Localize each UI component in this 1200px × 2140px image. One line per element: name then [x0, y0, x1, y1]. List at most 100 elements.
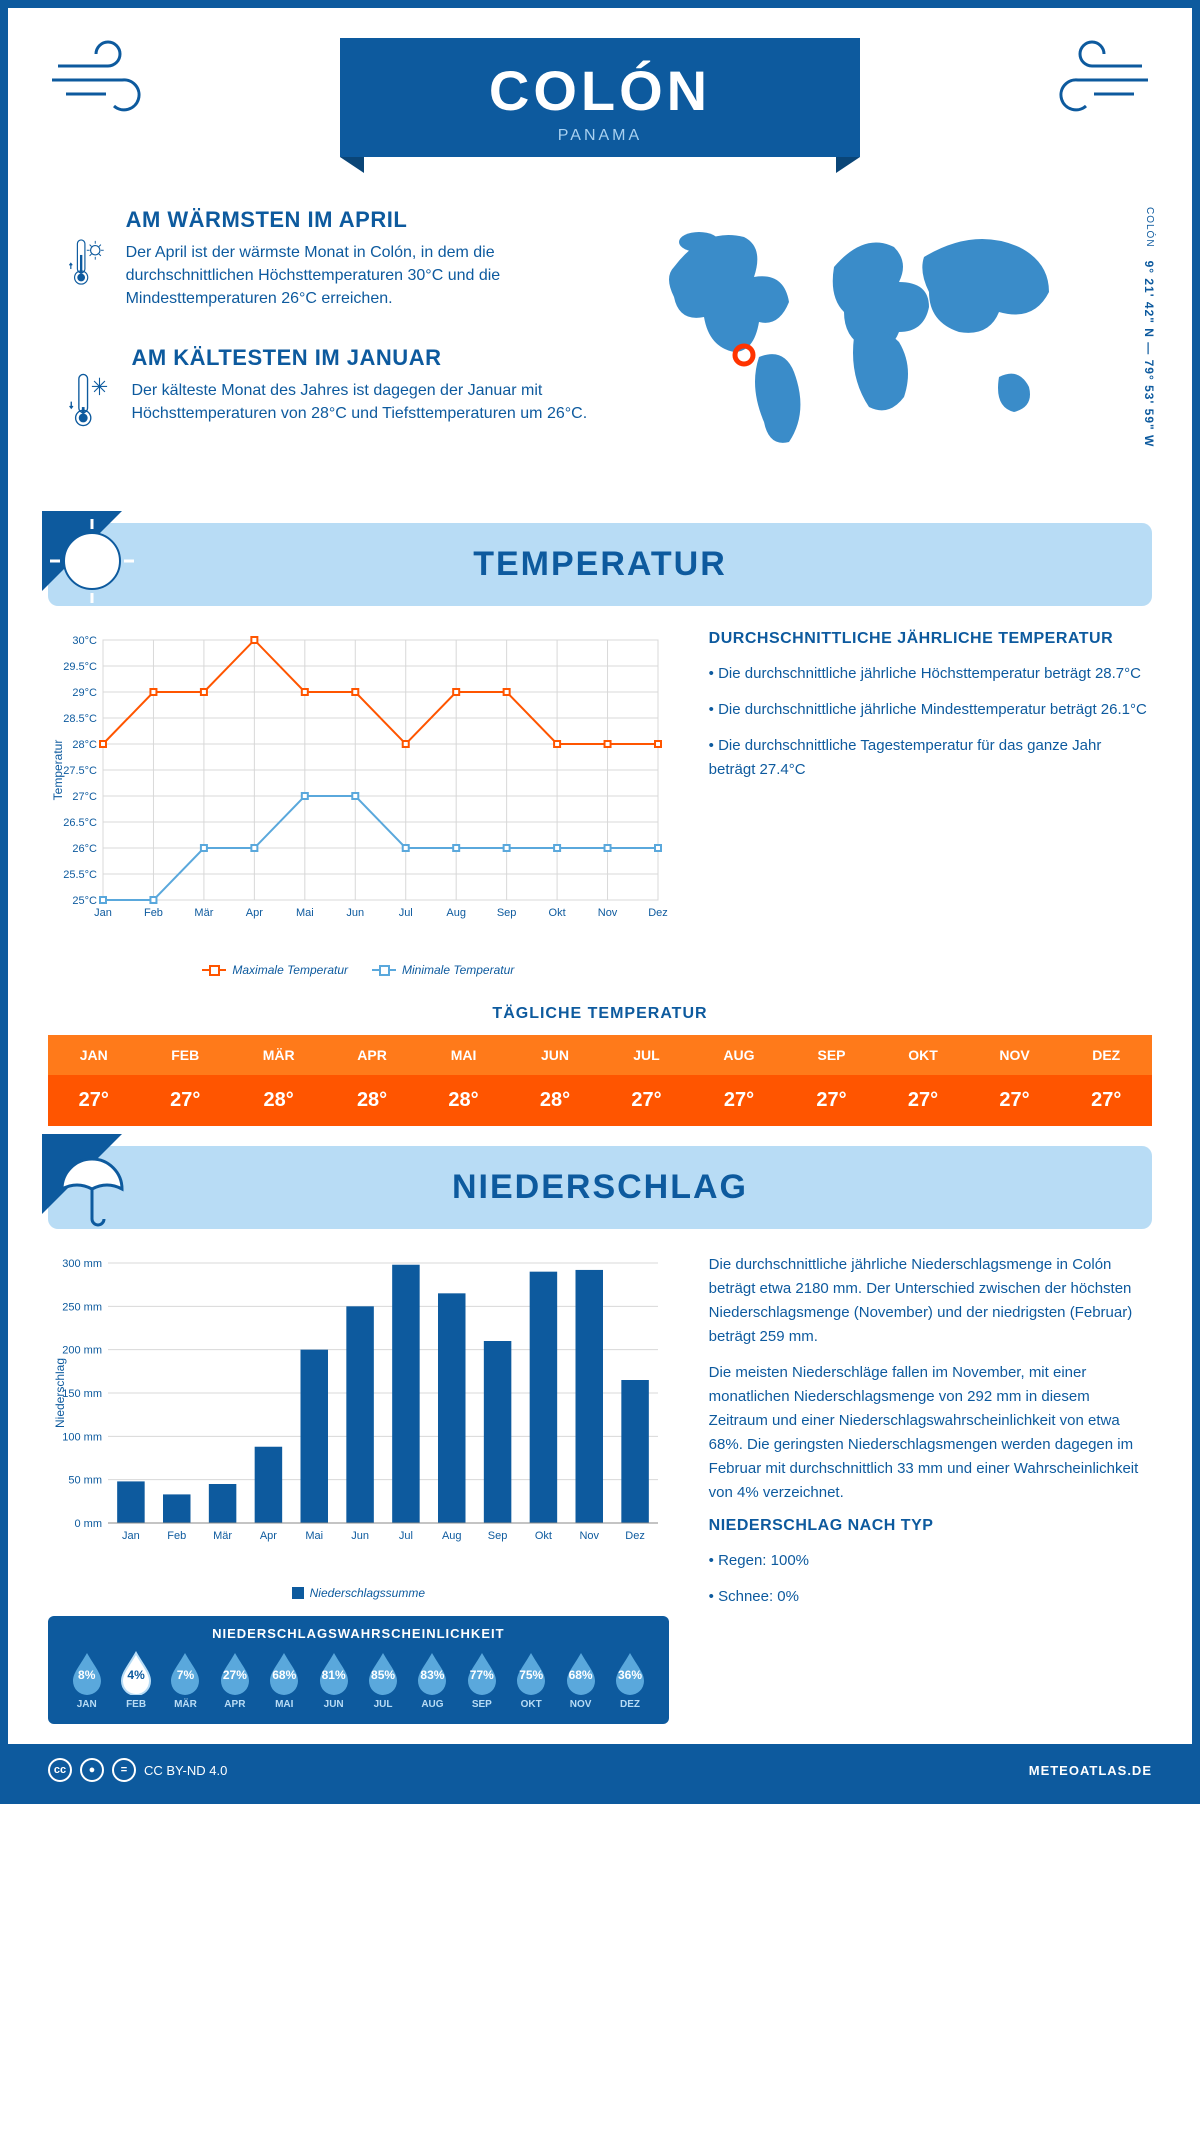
table-cell: 28°	[418, 1075, 509, 1126]
drop-item: 77% SEP	[457, 1651, 506, 1710]
svg-text:Jan: Jan	[122, 1530, 140, 1542]
drop-value: 68%	[272, 1668, 296, 1682]
drop-month: MAI	[260, 1699, 309, 1710]
svg-text:Sep: Sep	[488, 1530, 508, 1542]
svg-text:Nov: Nov	[598, 907, 618, 919]
table-header: JUN	[509, 1035, 600, 1075]
drop-icon: 77%	[464, 1651, 500, 1695]
svg-text:Feb: Feb	[167, 1530, 186, 1542]
drop-month: JUN	[309, 1699, 358, 1710]
svg-text:29°C: 29°C	[72, 687, 97, 699]
daily-temp-table: JANFEBMÄRAPRMAIJUNJULAUGSEPOKTNOVDEZ27°2…	[48, 1035, 1152, 1126]
nd-icon: =	[112, 1758, 136, 1782]
drop-value: 75%	[519, 1668, 543, 1682]
drop-month: FEB	[111, 1699, 160, 1710]
section-title: TEMPERATUR	[48, 545, 1152, 584]
sun-icon	[42, 511, 152, 621]
drop-item: 4% FEB	[111, 1651, 160, 1710]
section-header: TEMPERATUR	[48, 523, 1152, 606]
title-banner: COLÓN PANAMA	[340, 38, 860, 157]
drop-item: 8% JAN	[62, 1651, 111, 1710]
coord-value: 9° 21' 42" N — 79° 53' 59" W	[1142, 261, 1156, 448]
table-header: MÄR	[231, 1035, 326, 1075]
svg-text:Okt: Okt	[535, 1530, 552, 1542]
drop-icon: 81%	[316, 1651, 352, 1695]
drop-value: 8%	[78, 1668, 95, 1682]
precip-text: Die durchschnittliche jährliche Niedersc…	[709, 1253, 1152, 1724]
table-header: FEB	[139, 1035, 230, 1075]
svg-text:200 mm: 200 mm	[62, 1345, 102, 1357]
svg-text:Mai: Mai	[305, 1530, 323, 1542]
svg-text:26.5°C: 26.5°C	[63, 817, 97, 829]
drop-value: 68%	[569, 1668, 593, 1682]
precip-chart: 0 mm50 mm100 mm150 mm200 mm250 mm300 mmJ…	[48, 1253, 669, 1724]
coldest-text: Der kälteste Monat des Jahres ist dagege…	[131, 379, 604, 425]
daily-title: TÄGLICHE TEMPERATUR	[48, 1005, 1152, 1023]
svg-text:29.5°C: 29.5°C	[63, 661, 97, 673]
footer: cc ● = CC BY-ND 4.0 METEOATLAS.DE	[8, 1744, 1192, 1796]
map-wrap: COLÓN 9° 21' 42" N — 79° 53' 59" W	[644, 207, 1132, 483]
city-title: COLÓN	[380, 58, 820, 123]
cc-icon: cc	[48, 1758, 72, 1782]
overview-text: AM WÄRMSTEN IM APRIL Der April ist der w…	[68, 207, 604, 483]
stat-item: Die durchschnittliche Tagestemperatur fü…	[709, 734, 1152, 782]
temp-chart-row: 25°C25.5°C26°C26.5°C27°C27.5°C28°C28.5°C…	[48, 630, 1152, 977]
table-header: AUG	[692, 1035, 786, 1075]
temp-stats: DURCHSCHNITTLICHE JÄHRLICHE TEMPERATUR D…	[709, 630, 1152, 977]
drop-item: 27% APR	[210, 1651, 259, 1710]
license-block: cc ● = CC BY-ND 4.0	[48, 1758, 227, 1782]
svg-text:Mär: Mär	[194, 907, 213, 919]
warmest-title: AM WÄRMSTEN IM APRIL	[126, 207, 605, 233]
svg-text:0 mm: 0 mm	[75, 1518, 103, 1530]
svg-text:Jun: Jun	[346, 907, 364, 919]
country-subtitle: PANAMA	[380, 127, 820, 145]
by-icon: ●	[80, 1758, 104, 1782]
coordinates: COLÓN 9° 21' 42" N — 79° 53' 59" W	[1142, 207, 1156, 447]
table-header: OKT	[877, 1035, 968, 1075]
wind-icon	[1032, 36, 1152, 116]
svg-text:Feb: Feb	[144, 907, 163, 919]
svg-text:28°C: 28°C	[72, 739, 97, 751]
drop-item: 68% MAI	[260, 1651, 309, 1710]
table-cell: 28°	[231, 1075, 326, 1126]
drop-month: APR	[210, 1699, 259, 1710]
table-header: JAN	[48, 1035, 139, 1075]
table-header: APR	[326, 1035, 417, 1075]
temp-line-chart: 25°C25.5°C26°C26.5°C27°C27.5°C28°C28.5°C…	[48, 630, 668, 950]
drop-value: 85%	[371, 1668, 395, 1682]
precip-p2: Die meisten Niederschläge fallen im Nove…	[709, 1361, 1152, 1505]
drop-item: 81% JUN	[309, 1651, 358, 1710]
coord-label: COLÓN	[1144, 207, 1155, 248]
drop-month: JUL	[358, 1699, 407, 1710]
stat-item: Die durchschnittliche jährliche Höchstte…	[709, 662, 1152, 686]
svg-text:Nov: Nov	[579, 1530, 599, 1542]
drop-icon: 75%	[513, 1651, 549, 1695]
wind-icon	[48, 36, 168, 116]
svg-text:150 mm: 150 mm	[62, 1388, 102, 1400]
svg-text:Jun: Jun	[351, 1530, 369, 1542]
drop-item: 7% MÄR	[161, 1651, 210, 1710]
svg-text:25°C: 25°C	[72, 895, 97, 907]
world-map-icon	[644, 207, 1084, 457]
drop-month: OKT	[507, 1699, 556, 1710]
drop-item: 68% NOV	[556, 1651, 605, 1710]
precip-probability-panel: NIEDERSCHLAGSWAHRSCHEINLICHKEIT 8% JAN 4…	[48, 1616, 669, 1724]
drop-icon: 36%	[612, 1651, 648, 1695]
precip-type-title: NIEDERSCHLAG NACH TYP	[709, 1517, 1152, 1535]
svg-text:26°C: 26°C	[72, 843, 97, 855]
section-header: NIEDERSCHLAG	[48, 1146, 1152, 1229]
precip-p1: Die durchschnittliche jährliche Niedersc…	[709, 1253, 1152, 1349]
precipitation-section: NIEDERSCHLAG 0 mm50 mm100 mm150 mm200 mm…	[48, 1146, 1152, 1724]
svg-text:Jul: Jul	[399, 1530, 413, 1542]
svg-text:30°C: 30°C	[72, 635, 97, 647]
coldest-block: AM KÄLTESTEN IM JANUAR Der kälteste Mona…	[68, 345, 604, 455]
drop-item: 85% JUL	[358, 1651, 407, 1710]
drop-icon: 85%	[365, 1651, 401, 1695]
svg-text:Dez: Dez	[648, 907, 668, 919]
page: COLÓN PANAMA AM WÄRM	[0, 0, 1200, 1804]
warmest-text: Der April ist der wärmste Monat in Colón…	[126, 241, 605, 311]
legend-max: Maximale Temperatur	[202, 963, 348, 977]
svg-text:Mär: Mär	[213, 1530, 232, 1542]
drop-value: 83%	[420, 1668, 444, 1682]
drop-icon: 27%	[217, 1651, 253, 1695]
